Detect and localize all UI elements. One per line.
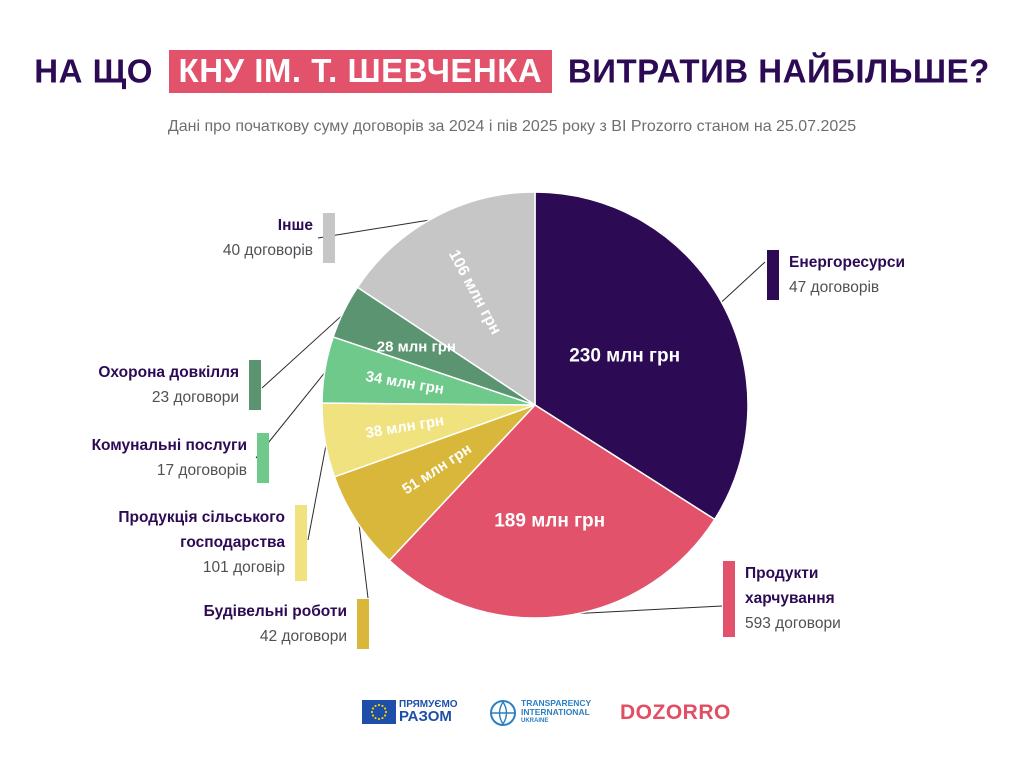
- logo-ti-line2: INTERNATIONAL: [521, 707, 590, 717]
- title-prefix: НА ЩО: [34, 52, 153, 90]
- eu-star-icon: [374, 716, 377, 719]
- pie-slice-construction: [333, 404, 536, 562]
- logo-ti-text: TRANSPARENCY INTERNATIONAL UKRAINE: [521, 699, 591, 726]
- legend-env: Охорона довкілля 23 договори: [98, 360, 261, 410]
- eu-star-icon: [381, 716, 384, 719]
- slice-label-env: 28 млн грн: [377, 338, 456, 355]
- logo-ti-line1: TRANSPARENCY: [521, 698, 592, 708]
- legend-food-name-line2: харчування: [745, 590, 835, 607]
- legend-food-count: 593 договори: [745, 615, 841, 632]
- title-suffix: ВИТРАТИВ НАЙБІЛЬШЕ?: [567, 52, 990, 90]
- legend-energy-count: 47 договорів: [789, 279, 880, 296]
- legend-utility-count: 17 договорів: [156, 462, 247, 479]
- footer-logos: ПРЯМУЄМО РАЗОМ TRANSPARENCY INTERNATIONA…: [0, 695, 1024, 735]
- pie-slice-food: [388, 404, 716, 619]
- legend-construction-count: 42 договори: [259, 628, 347, 645]
- leader-line-agri: [307, 440, 328, 541]
- leader-line-other: [317, 218, 436, 239]
- eu-star-icon: [374, 704, 377, 707]
- pie-slices: [321, 191, 749, 619]
- legend-other-swatch: [323, 213, 335, 263]
- legend-energy-swatch: [767, 250, 779, 300]
- logo-ti-line3: UKRAINE: [521, 718, 549, 724]
- eu-star-icon: [383, 713, 387, 717]
- logo-eu-line1: ПРЯМУЄМО: [399, 699, 458, 710]
- legend-energy-name: Енергоресурси: [789, 254, 906, 271]
- leader-line-food: [561, 605, 723, 615]
- eu-star-icon: [383, 706, 387, 710]
- leader-line-energy: [719, 261, 766, 304]
- leader-line-construction: [358, 520, 369, 599]
- legend-food-name-line1: Продукти: [745, 565, 819, 582]
- page-title: НА ЩО КНУ ІМ. Т. ШЕВЧЕНКА ВИТРАТИВ НАЙБІ…: [0, 50, 1024, 93]
- leader-lines: [255, 218, 766, 615]
- legend-agri-swatch: [295, 505, 307, 581]
- logo-dozorro: DOZORRO: [620, 701, 731, 724]
- legend-utility-swatch: [257, 433, 269, 483]
- legend-food-swatch: [723, 561, 735, 637]
- slice-label-food: 189 млн грн: [494, 511, 605, 532]
- legend-agri-count: 101 договір: [202, 559, 285, 576]
- legend-construction: Будівельні роботи 42 договори: [204, 599, 369, 649]
- logo-eu-line2: РАЗОМ: [399, 708, 452, 725]
- legend-agri-name-line1: Продукція сільського: [118, 509, 285, 526]
- legend-food: Продукти харчування 593 договори: [723, 561, 841, 637]
- legend-utility: Комунальні послуги 17 договорів: [92, 433, 269, 483]
- pie-slice-other: [356, 191, 536, 407]
- legend-other-name: Інше: [277, 217, 313, 234]
- eu-flag-icon: [362, 699, 396, 724]
- legend-agri: Продукція сільського господарства 101 до…: [118, 505, 307, 581]
- slice-label-energy: 230 млн грн: [569, 345, 680, 366]
- ti-globe-icon: [490, 699, 516, 726]
- eu-star-icon: [370, 710, 374, 713]
- eu-star-icon: [381, 704, 384, 707]
- ti-globe-lines-icon: [492, 701, 514, 724]
- legend-other-count: 40 договорів: [222, 242, 313, 259]
- legend-construction-name: Будівельні роботи: [203, 603, 347, 620]
- logo-eu-text: ПРЯМУЄМО РАЗОМ: [399, 699, 458, 724]
- legend-other: Інше 40 договорів: [223, 213, 335, 263]
- eu-star-icon: [377, 703, 381, 706]
- eu-star-icon: [377, 717, 381, 720]
- eu-star-icon: [371, 706, 375, 710]
- legend-env-count: 23 договори: [151, 389, 239, 406]
- legend-env-swatch: [249, 360, 261, 410]
- legend-energy: Енергоресурси 47 договорів: [767, 250, 905, 300]
- logo-transparency-international: TRANSPARENCY INTERNATIONAL UKRAINE: [490, 699, 591, 726]
- legend-env-name: Охорона довкілля: [98, 364, 239, 381]
- pie-slice-energy: [534, 191, 749, 521]
- eu-star-icon: [371, 713, 375, 717]
- page-subtitle: Дані про початкову суму договорів за 202…: [167, 118, 857, 135]
- title-highlight: КНУ ІМ. Т. ШЕВЧЕНКА: [168, 50, 553, 93]
- legend-utility-name: Комунальні послуги: [91, 437, 247, 454]
- legend-agri-name-line2: господарства: [180, 534, 285, 551]
- leader-line-env: [261, 311, 346, 389]
- eu-star-icon: [384, 710, 388, 713]
- eu-stars-icon: [370, 703, 388, 720]
- logo-eu-together: ПРЯМУЄМО РАЗОМ: [362, 699, 458, 724]
- legend-construction-swatch: [357, 599, 369, 649]
